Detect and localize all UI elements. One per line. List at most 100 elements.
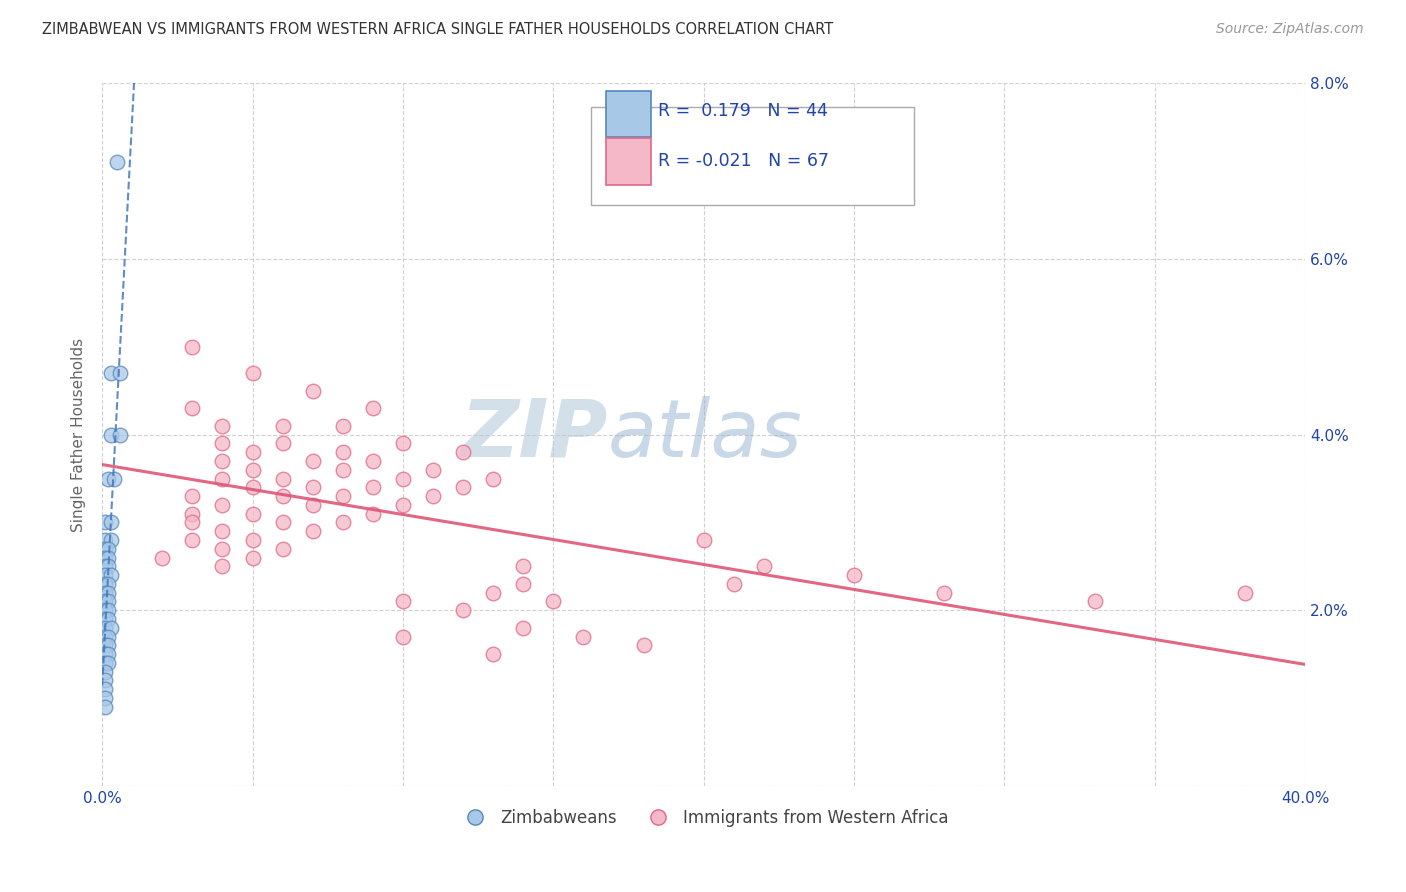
- Point: [723, 577, 745, 591]
- Point: [97, 656, 120, 670]
- Text: atlas: atlas: [607, 396, 803, 474]
- Point: [271, 516, 294, 530]
- Point: [301, 498, 323, 512]
- Point: [242, 533, 264, 547]
- Legend: Zimbabweans, Immigrants from Western Africa: Zimbabweans, Immigrants from Western Afr…: [451, 802, 956, 834]
- Point: [211, 559, 233, 574]
- Point: [271, 471, 294, 485]
- Point: [482, 585, 505, 599]
- Point: [301, 454, 323, 468]
- Point: [1084, 594, 1107, 608]
- Point: [482, 471, 505, 485]
- Point: [100, 366, 122, 380]
- Point: [271, 541, 294, 556]
- Point: [361, 507, 384, 521]
- Point: [271, 436, 294, 450]
- Point: [97, 559, 120, 574]
- Point: [100, 516, 122, 530]
- Point: [94, 673, 117, 688]
- Point: [94, 585, 117, 599]
- Point: [94, 630, 117, 644]
- Point: [332, 516, 354, 530]
- Point: [94, 594, 117, 608]
- Point: [97, 577, 120, 591]
- Point: [211, 498, 233, 512]
- Point: [482, 647, 505, 661]
- Text: ZIMBABWEAN VS IMMIGRANTS FROM WESTERN AFRICA SINGLE FATHER HOUSEHOLDS CORRELATIO: ZIMBABWEAN VS IMMIGRANTS FROM WESTERN AF…: [42, 22, 834, 37]
- Point: [451, 480, 474, 494]
- Point: [94, 568, 117, 582]
- Point: [211, 471, 233, 485]
- Point: [512, 577, 534, 591]
- Point: [110, 427, 132, 442]
- Point: [211, 418, 233, 433]
- Point: [94, 577, 117, 591]
- Point: [752, 559, 775, 574]
- Point: [301, 384, 323, 398]
- Point: [94, 647, 117, 661]
- Point: [100, 533, 122, 547]
- Point: [301, 480, 323, 494]
- Point: [181, 489, 204, 503]
- Point: [97, 550, 120, 565]
- Point: [332, 418, 354, 433]
- Point: [94, 656, 117, 670]
- Text: Source: ZipAtlas.com: Source: ZipAtlas.com: [1216, 22, 1364, 37]
- Point: [392, 594, 415, 608]
- Point: [361, 480, 384, 494]
- Y-axis label: Single Father Households: Single Father Households: [72, 337, 86, 532]
- Point: [110, 366, 132, 380]
- Text: R = -0.021   N = 67: R = -0.021 N = 67: [658, 152, 830, 169]
- Point: [242, 480, 264, 494]
- Point: [242, 550, 264, 565]
- Point: [100, 621, 122, 635]
- Point: [392, 436, 415, 450]
- Point: [97, 630, 120, 644]
- Point: [100, 427, 122, 442]
- Point: [181, 533, 204, 547]
- Point: [572, 630, 595, 644]
- Point: [97, 647, 120, 661]
- Point: [97, 638, 120, 652]
- Point: [242, 463, 264, 477]
- Point: [242, 445, 264, 459]
- Point: [103, 471, 125, 485]
- Point: [271, 489, 294, 503]
- Point: [150, 550, 173, 565]
- Point: [181, 507, 204, 521]
- Point: [94, 516, 117, 530]
- Point: [392, 498, 415, 512]
- Point: [181, 516, 204, 530]
- Point: [242, 507, 264, 521]
- Point: [181, 401, 204, 416]
- Point: [94, 621, 117, 635]
- Point: [692, 533, 714, 547]
- Point: [94, 533, 117, 547]
- Point: [97, 471, 120, 485]
- Point: [271, 418, 294, 433]
- Point: [94, 612, 117, 626]
- Point: [97, 603, 120, 617]
- Point: [422, 463, 444, 477]
- Point: [543, 594, 565, 608]
- Point: [361, 454, 384, 468]
- Point: [211, 436, 233, 450]
- Text: R =  0.179   N = 44: R = 0.179 N = 44: [658, 103, 828, 120]
- Point: [94, 603, 117, 617]
- Point: [94, 550, 117, 565]
- Point: [94, 691, 117, 706]
- Point: [97, 541, 120, 556]
- Point: [94, 541, 117, 556]
- Point: [842, 568, 865, 582]
- Point: [94, 699, 117, 714]
- Point: [392, 471, 415, 485]
- Point: [332, 489, 354, 503]
- Point: [211, 541, 233, 556]
- Point: [100, 568, 122, 582]
- Point: [512, 621, 534, 635]
- Point: [94, 638, 117, 652]
- Point: [934, 585, 956, 599]
- Point: [633, 638, 655, 652]
- Point: [97, 585, 120, 599]
- Point: [361, 401, 384, 416]
